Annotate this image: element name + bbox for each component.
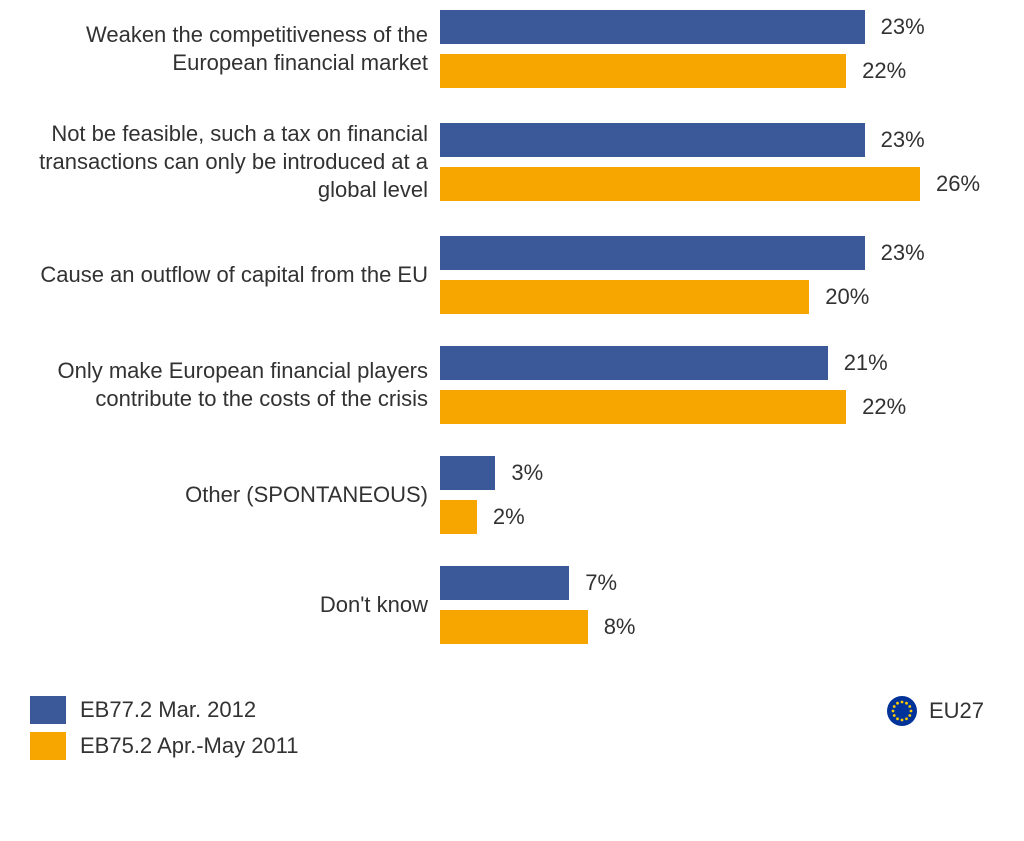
legend-swatch-series1	[30, 696, 66, 724]
bar-series2	[440, 280, 809, 314]
category-label: Cause an outflow of capital from the EU	[20, 261, 440, 289]
value-label: 20%	[825, 284, 869, 310]
bars-cell: 7% 8%	[440, 566, 984, 644]
bar-line: 20%	[440, 280, 984, 314]
bar-line: 8%	[440, 610, 984, 644]
bar-line: 3%	[440, 456, 984, 490]
bar-line: 21%	[440, 346, 984, 380]
bar-series2	[440, 167, 920, 201]
legend: EB77.2 Mar. 2012 EB75.2 Apr.-May 2011 EU…	[0, 686, 1024, 768]
value-label: 23%	[881, 127, 925, 153]
chart-row: Only make European financial players con…	[20, 346, 984, 424]
bar-line: 26%	[440, 167, 984, 201]
category-label: Weaken the competitiveness of the Europe…	[20, 21, 440, 77]
bar-line: 22%	[440, 390, 984, 424]
bar-line: 23%	[440, 236, 984, 270]
legend-item-series1: EB77.2 Mar. 2012	[30, 696, 299, 724]
chart-row: Cause an outflow of capital from the EU2…	[20, 236, 984, 314]
bar-series1	[440, 566, 569, 600]
legend-item-series2: EB75.2 Apr.-May 2011	[30, 732, 299, 760]
value-label: 7%	[585, 570, 617, 596]
value-label: 23%	[881, 240, 925, 266]
chart-row: Other (SPONTANEOUS) 3% 2%	[20, 456, 984, 534]
legend-right: EU27	[887, 696, 984, 726]
value-label: 21%	[844, 350, 888, 376]
bar-line: 23%	[440, 10, 984, 44]
bars-cell: 23% 26%	[440, 123, 984, 201]
bar-series2	[440, 500, 477, 534]
bar-series1	[440, 236, 865, 270]
chart-container: Weaken the competitiveness of the Europe…	[0, 0, 1024, 686]
bar-series2	[440, 390, 846, 424]
bar-line: 7%	[440, 566, 984, 600]
value-label: 3%	[511, 460, 543, 486]
legend-label-series1: EB77.2 Mar. 2012	[80, 697, 256, 723]
bar-series1	[440, 456, 495, 490]
chart-row: Weaken the competitiveness of the Europe…	[20, 10, 984, 88]
bar-series2	[440, 54, 846, 88]
category-label: Don't know	[20, 591, 440, 619]
category-label: Only make European financial players con…	[20, 357, 440, 413]
bar-line: 22%	[440, 54, 984, 88]
chart-row: Don't know 7% 8%	[20, 566, 984, 644]
bar-series2	[440, 610, 588, 644]
value-label: 26%	[936, 171, 980, 197]
bars-cell: 23% 22%	[440, 10, 984, 88]
value-label: 23%	[881, 14, 925, 40]
bar-series1	[440, 346, 828, 380]
value-label: 8%	[604, 614, 636, 640]
category-label: Other (SPONTANEOUS)	[20, 481, 440, 509]
legend-label-series2: EB75.2 Apr.-May 2011	[80, 733, 299, 759]
bars-cell: 21% 22%	[440, 346, 984, 424]
eu-flag-icon	[887, 696, 917, 726]
value-label: 22%	[862, 394, 906, 420]
category-label: Not be feasible, such a tax on financial…	[20, 120, 440, 204]
legend-swatch-series2	[30, 732, 66, 760]
legend-left: EB77.2 Mar. 2012 EB75.2 Apr.-May 2011	[30, 696, 299, 768]
bar-line: 23%	[440, 123, 984, 157]
bar-series1	[440, 123, 865, 157]
chart-row: Not be feasible, such a tax on financial…	[20, 120, 984, 204]
value-label: 2%	[493, 504, 525, 530]
bar-line: 2%	[440, 500, 984, 534]
value-label: 22%	[862, 58, 906, 84]
bars-cell: 23% 20%	[440, 236, 984, 314]
bar-series1	[440, 10, 865, 44]
legend-right-label: EU27	[929, 698, 984, 724]
bars-cell: 3% 2%	[440, 456, 984, 534]
